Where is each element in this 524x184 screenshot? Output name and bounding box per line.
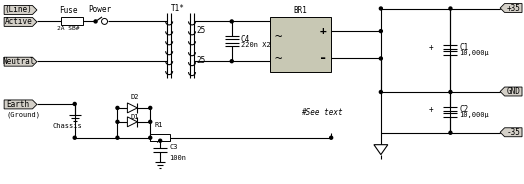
Text: +: + [428, 105, 433, 114]
Circle shape [379, 7, 383, 10]
Polygon shape [127, 117, 137, 127]
Bar [150, 134, 170, 141]
Text: BR1: BR1 [293, 6, 307, 15]
Polygon shape [500, 3, 522, 13]
Polygon shape [374, 145, 388, 155]
Circle shape [230, 20, 233, 23]
Circle shape [449, 7, 452, 10]
Circle shape [116, 136, 119, 139]
Circle shape [149, 136, 152, 139]
Circle shape [379, 30, 383, 33]
Text: 10,000μ: 10,000μ [460, 50, 489, 56]
Text: GND: GND [506, 87, 520, 96]
Text: 2A SB#: 2A SB# [58, 26, 80, 31]
Polygon shape [500, 128, 522, 137]
Text: 10,000μ: 10,000μ [460, 112, 489, 118]
Circle shape [94, 20, 97, 23]
Circle shape [449, 131, 452, 134]
Text: C3: C3 [169, 144, 178, 150]
Text: Chassis: Chassis [53, 123, 83, 129]
Text: ~: ~ [275, 52, 282, 65]
Text: +: + [320, 26, 326, 36]
Circle shape [149, 106, 152, 109]
Text: Earth: Earth [7, 100, 30, 109]
Circle shape [159, 139, 162, 142]
Text: 100n: 100n [169, 155, 186, 161]
Text: C1: C1 [460, 43, 468, 52]
Polygon shape [500, 87, 522, 96]
Text: Power: Power [88, 6, 111, 15]
Circle shape [116, 120, 119, 123]
Circle shape [379, 91, 383, 93]
Text: 25: 25 [196, 26, 205, 35]
Text: +35: +35 [506, 3, 520, 13]
Text: Neutral: Neutral [2, 57, 35, 66]
Text: 25: 25 [196, 56, 205, 65]
Polygon shape [127, 103, 137, 113]
Circle shape [230, 60, 233, 63]
Text: 10/5W: 10/5W [149, 137, 170, 143]
Text: 220n X2: 220n X2 [241, 42, 270, 48]
Text: D2: D2 [130, 94, 139, 100]
Circle shape [102, 18, 107, 24]
Text: C4: C4 [241, 35, 250, 44]
Text: T1*: T1* [171, 3, 185, 13]
Text: D1: D1 [130, 114, 139, 120]
Polygon shape [4, 17, 37, 26]
Text: (Ground): (Ground) [6, 112, 40, 118]
Circle shape [330, 136, 333, 139]
Circle shape [449, 91, 452, 93]
Text: C2: C2 [460, 105, 468, 114]
Text: R1: R1 [155, 122, 163, 128]
Circle shape [116, 106, 119, 109]
Bar [61, 17, 83, 25]
Polygon shape [4, 100, 37, 109]
Text: (Line): (Line) [4, 6, 32, 15]
Text: ~: ~ [275, 30, 282, 43]
Circle shape [73, 102, 76, 105]
Polygon shape [4, 57, 37, 66]
Circle shape [73, 136, 76, 139]
Text: +: + [428, 43, 433, 52]
Text: #See text: #See text [301, 108, 343, 117]
Text: -: - [319, 52, 328, 66]
Text: Fuse: Fuse [60, 6, 78, 15]
Text: Active: Active [4, 17, 32, 26]
Circle shape [379, 57, 383, 60]
Bar [269, 17, 331, 72]
Circle shape [149, 120, 152, 123]
Text: -35: -35 [506, 128, 520, 137]
Polygon shape [4, 6, 37, 15]
